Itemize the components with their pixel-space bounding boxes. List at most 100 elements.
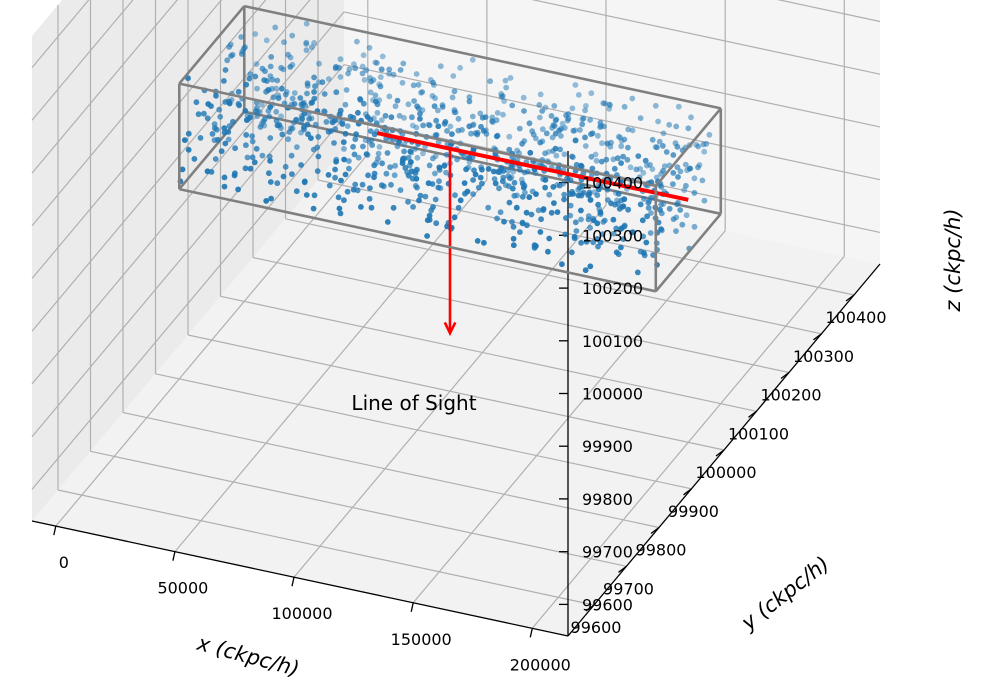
scatter-point bbox=[222, 140, 229, 147]
scatter-point bbox=[308, 115, 315, 122]
scatter-point bbox=[405, 198, 411, 205]
scatter-point bbox=[461, 180, 468, 187]
scatter-point bbox=[540, 176, 546, 183]
y-tick-label: 99700 bbox=[603, 579, 654, 598]
scatter-point bbox=[466, 154, 472, 161]
x-tick-label: 100000 bbox=[271, 604, 332, 623]
scatter-point bbox=[224, 57, 231, 64]
grid-line bbox=[31, 11, 345, 385]
scatter-point bbox=[367, 185, 373, 192]
scatter-point bbox=[549, 125, 555, 131]
scatter-point bbox=[352, 181, 359, 188]
scatter-point bbox=[582, 267, 589, 274]
scatter-point bbox=[278, 125, 284, 131]
scatter-point bbox=[253, 145, 260, 152]
scatter-point bbox=[304, 90, 310, 97]
scatter-point bbox=[625, 126, 632, 133]
scatter-point bbox=[487, 78, 493, 85]
scatter-point bbox=[606, 105, 613, 112]
scatter-point bbox=[624, 156, 631, 163]
scatter-point bbox=[270, 94, 277, 101]
scatter-point bbox=[329, 119, 336, 126]
scatter-point bbox=[657, 206, 663, 213]
scatter-point bbox=[539, 108, 546, 114]
scatter-point bbox=[542, 184, 548, 191]
scatter-point bbox=[587, 197, 594, 203]
box-edge bbox=[178, 5, 246, 85]
scatter-point bbox=[363, 151, 370, 158]
scatter-point bbox=[304, 121, 311, 128]
scatter-point bbox=[466, 94, 473, 100]
grid-line bbox=[220, 295, 757, 412]
scatter-point bbox=[670, 170, 677, 176]
scatter-point bbox=[267, 179, 274, 185]
scatter-point bbox=[405, 101, 412, 108]
scatter-point bbox=[533, 135, 539, 142]
tick-labels: 0500001000001500002000009960099700998009… bbox=[59, 174, 887, 675]
y-tick-mark bbox=[618, 565, 627, 573]
scatter-point bbox=[441, 120, 448, 127]
scatter-point bbox=[598, 158, 605, 165]
scatter-point bbox=[472, 130, 479, 137]
scatter-point bbox=[617, 178, 624, 185]
scatter-point bbox=[582, 143, 589, 149]
scatter-point bbox=[499, 178, 506, 185]
scatter-point bbox=[289, 61, 296, 68]
scatter-point bbox=[579, 121, 586, 128]
scatter-point bbox=[674, 143, 681, 150]
scatter-point bbox=[268, 195, 274, 202]
y-tick-label: 100100 bbox=[728, 424, 789, 443]
scatter-point bbox=[420, 122, 426, 129]
scatter-point bbox=[376, 81, 383, 88]
scatter-point bbox=[450, 73, 457, 79]
scatter-point bbox=[536, 114, 543, 121]
z-tick-label: 100200 bbox=[582, 279, 643, 298]
scatter-point bbox=[661, 163, 668, 170]
scatter-point bbox=[424, 233, 430, 239]
scatter-point bbox=[335, 194, 342, 201]
scatter-point bbox=[353, 131, 359, 138]
scatter-point bbox=[546, 235, 553, 242]
line-of-sight bbox=[376, 131, 689, 202]
scatter-point bbox=[618, 225, 625, 232]
scatter-point bbox=[556, 127, 562, 134]
scatter-point bbox=[601, 217, 608, 224]
scatter-point bbox=[687, 165, 694, 172]
grid-line bbox=[31, 0, 311, 332]
scatter-point bbox=[625, 206, 631, 213]
scatter-point bbox=[346, 66, 353, 73]
scatter-point bbox=[568, 249, 575, 256]
scatter-point bbox=[531, 242, 538, 249]
scatter-point bbox=[212, 156, 219, 162]
x-tick-mark bbox=[529, 628, 533, 638]
scatter-point bbox=[274, 77, 281, 84]
scatter-point bbox=[201, 110, 207, 117]
scatter-point bbox=[663, 149, 670, 155]
scatter-point bbox=[378, 117, 385, 123]
scatter-point bbox=[674, 164, 681, 171]
scatter-point bbox=[588, 153, 595, 160]
scatter-point bbox=[289, 171, 295, 178]
scatter-point bbox=[390, 204, 397, 211]
scatter-point bbox=[406, 162, 413, 169]
y-axis-label: y (ckpc/h) bbox=[736, 552, 834, 636]
scatter-point bbox=[564, 117, 571, 124]
scatter-point bbox=[297, 95, 304, 101]
scatter-point bbox=[454, 156, 460, 163]
scatter-point bbox=[222, 67, 229, 73]
scatter-point bbox=[666, 205, 673, 212]
scatter-point bbox=[341, 197, 347, 204]
scatter-point bbox=[316, 60, 322, 67]
scatter-point bbox=[285, 136, 292, 143]
scatter-point bbox=[230, 118, 236, 125]
scatter-point bbox=[402, 165, 409, 171]
z-tick-label: 99600 bbox=[582, 595, 633, 614]
scatter-point bbox=[397, 67, 404, 73]
scatter-point bbox=[409, 122, 416, 129]
scatter-point bbox=[558, 133, 564, 139]
scatter-point bbox=[359, 181, 366, 188]
scatter-point bbox=[246, 75, 253, 82]
scatter-point bbox=[426, 216, 433, 223]
scatter-point bbox=[409, 175, 416, 182]
